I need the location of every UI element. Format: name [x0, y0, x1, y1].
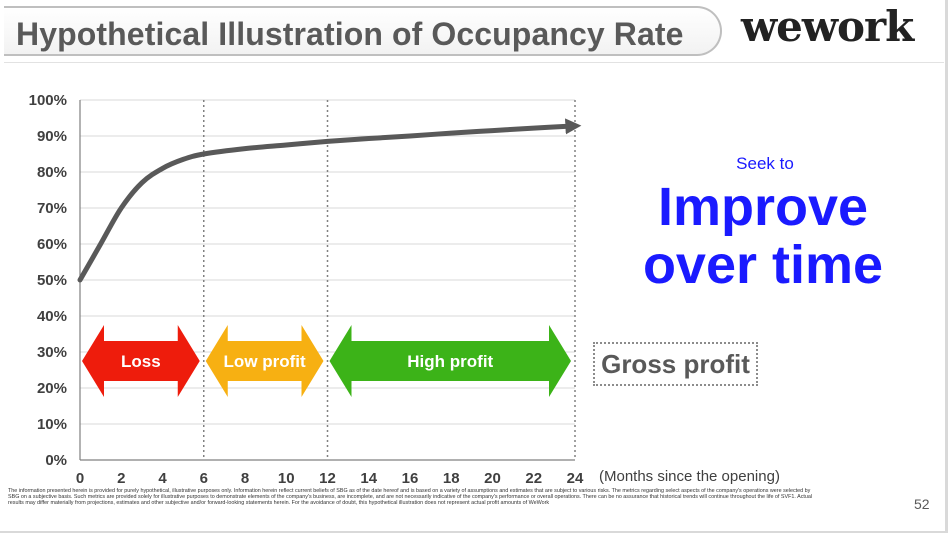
improve-headline-line2: over time	[642, 235, 884, 295]
phase-label: Low profit	[224, 352, 306, 371]
x-tick-label: 22	[525, 470, 542, 487]
x-tick-label: 20	[484, 470, 501, 487]
phase-label: Loss	[121, 352, 161, 371]
wework-logo: wework	[741, 2, 914, 51]
phase-arrows: Loss Low profit High profit	[82, 325, 571, 397]
x-tick-label: 18	[443, 470, 460, 487]
phase-label: High profit	[407, 352, 493, 371]
x-tick-label: 2	[117, 470, 125, 487]
y-tick-label: 60%	[37, 236, 67, 253]
x-tick-label: 4	[158, 470, 167, 487]
phase-dividers	[203, 100, 576, 460]
disclaimer-text: The information presented herein is prov…	[8, 488, 813, 507]
gross-profit-legend: Gross profit	[593, 342, 758, 386]
x-tick-label: 6	[200, 470, 208, 487]
page-number: 52	[914, 496, 930, 512]
y-tick-label: 100%	[29, 92, 67, 109]
phase-arrow	[82, 325, 200, 397]
y-tick-label: 10%	[37, 416, 67, 433]
y-tick-label: 70%	[37, 200, 67, 217]
y-tick-label: 80%	[37, 164, 67, 181]
x-tick-label: 0	[76, 470, 84, 487]
y-tick-label: 90%	[37, 128, 67, 145]
y-tick-label: 50%	[37, 272, 67, 289]
x-tick-label: 8	[241, 470, 249, 487]
improve-headline: Improve over time	[598, 178, 928, 294]
seek-to-label: Seek to	[736, 154, 794, 173]
y-tick-label: 0%	[45, 452, 67, 469]
x-tick-label: 24	[567, 470, 584, 487]
occupancy-series	[77, 118, 582, 283]
x-axis-ticks: 0 2 4 6 8 10 12 14 16 18 20 22 24	[76, 470, 584, 487]
y-tick-label: 20%	[37, 380, 67, 397]
x-axis-unit-label: (Months since the opening)	[599, 468, 780, 485]
x-tick-label: 14	[360, 470, 377, 487]
page-title: Hypothetical Illustration of Occupancy R…	[16, 16, 684, 52]
x-tick-label: 10	[278, 470, 295, 487]
header-divider	[4, 62, 944, 63]
y-tick-label: 30%	[37, 344, 67, 361]
improve-headline-line1: Improve	[657, 177, 869, 237]
x-tick-label: 16	[402, 470, 419, 487]
occupancy-line	[77, 118, 582, 283]
x-tick-label: 12	[319, 470, 336, 487]
title-banner: Hypothetical Illustration of Occupancy R…	[4, 6, 722, 56]
y-tick-label: 40%	[37, 308, 67, 325]
phase-arrow	[329, 325, 571, 397]
phase-arrow	[205, 325, 324, 397]
y-axis-ticks: 0% 10% 20% 30% 40% 50% 60% 70% 80% 90% 100%	[29, 92, 67, 469]
